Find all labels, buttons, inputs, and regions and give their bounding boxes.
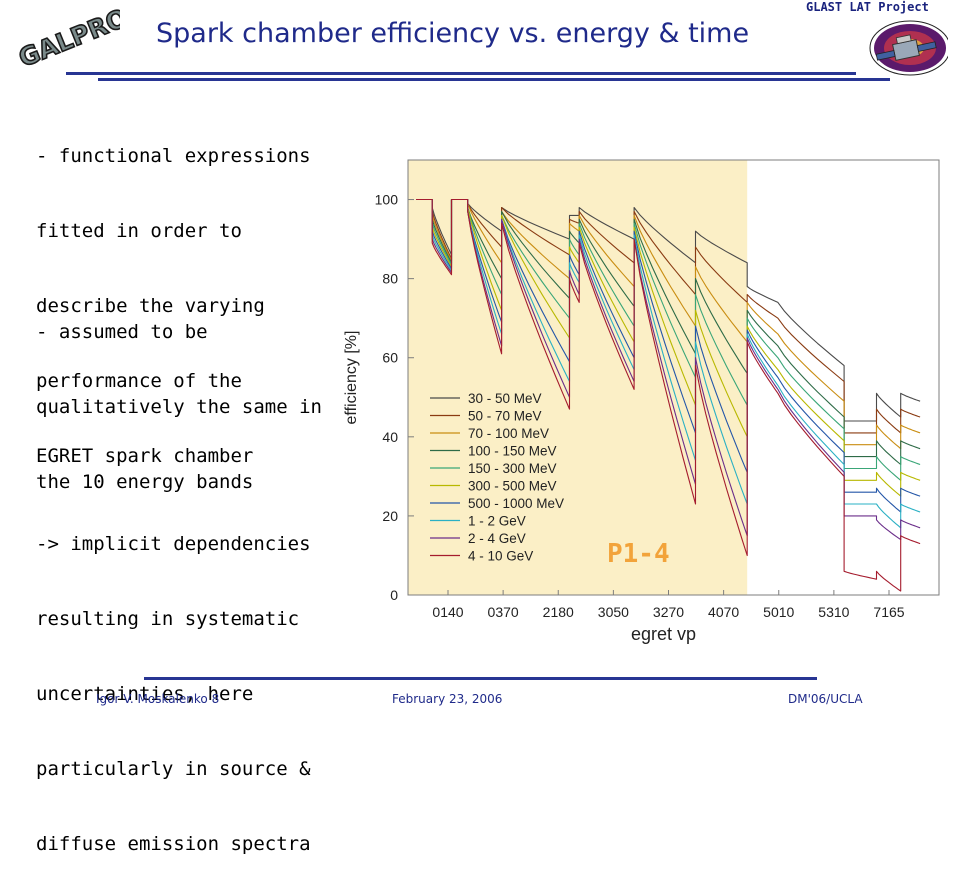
bullet-line: performance of the	[36, 370, 242, 392]
title-rule-bottom	[98, 78, 890, 81]
galprop-logo: GALPROP	[14, 8, 120, 68]
footer-date: February 23, 2006	[392, 692, 503, 706]
legend-label: 1 - 2 GeV	[468, 514, 526, 529]
title-rule-top	[66, 72, 856, 75]
legend-label: 150 - 300 MeV	[468, 461, 557, 476]
legend-label: 2 - 4 GeV	[468, 531, 526, 546]
x-tick-label: 4070	[708, 604, 739, 620]
x-tick-label: 5010	[763, 604, 794, 620]
period-annotation: P1-4	[607, 539, 670, 569]
x-tick-label: 3270	[653, 604, 684, 620]
legend-label: 70 - 100 MeV	[468, 426, 549, 441]
legend-label: 300 - 500 MeV	[468, 479, 557, 494]
footer-author: Igor V. Moskalenko 8	[96, 692, 220, 706]
shaded-period-region	[408, 160, 748, 595]
x-tick-label: 2180	[543, 604, 574, 620]
x-axis-label: egret vp	[631, 624, 696, 644]
bullet-functional: - functional expressions fitted in order…	[36, 94, 311, 494]
bullet-line: describe the varying	[36, 295, 265, 317]
legend-label: 500 - 1000 MeV	[468, 496, 564, 511]
bullet-line: fitted in order to	[36, 220, 242, 242]
bullet-line: - assumed to be	[36, 321, 208, 343]
bullet-line: resulting in systematic	[36, 608, 300, 630]
bullet-implicit: -> implicit dependencies resulting in sy…	[36, 482, 311, 882]
y-tick-label: 100	[375, 192, 399, 208]
y-tick-label: 80	[382, 271, 398, 287]
legend-label: 4 - 10 GeV	[468, 549, 533, 564]
bullet-line: -> implicit dependencies	[36, 533, 311, 555]
bullet-assumed: - assumed to be qualitatively the same i…	[36, 270, 322, 520]
legend-label: 50 - 70 MeV	[468, 409, 542, 424]
x-tick-label: 3050	[598, 604, 629, 620]
efficiency-chart: 0 20 40 60 80 100 0140 0370 2180 3050 3270 4070 5010…	[343, 159, 940, 644]
x-tick-label: 7165	[873, 604, 904, 620]
page-title: Spark chamber efficiency vs. energy & ti…	[156, 18, 750, 49]
y-tick-label: 0	[390, 587, 398, 603]
bullet-line: diffuse emission spectra	[36, 833, 311, 855]
y-tick-label: 40	[382, 429, 398, 445]
series-line-9	[416, 198, 921, 592]
project-label: GLAST LAT Project	[806, 0, 929, 14]
legend-label: 30 - 50 MeV	[468, 391, 542, 406]
bullet-line: qualitatively the same in	[36, 396, 322, 418]
bullet-line: particularly in source &	[36, 758, 311, 780]
svg-text:GALPROP: GALPROP	[15, 8, 120, 68]
y-tick-label: 20	[382, 508, 398, 524]
y-axis-label: efficiency [%]	[343, 331, 360, 425]
y-tick-label: 60	[382, 350, 398, 366]
x-tick-label: 0140	[432, 604, 463, 620]
legend-label: 100 - 150 MeV	[468, 444, 557, 459]
bullet-line: uncertainties, here	[36, 683, 254, 705]
bullet-line: - functional expressions	[36, 145, 311, 167]
x-tick-label: 5310	[818, 604, 849, 620]
footer-rule	[144, 677, 817, 680]
bullet-line: the 10 energy bands	[36, 471, 254, 493]
footer-venue: DM'06/UCLA	[788, 692, 863, 706]
plot-frame	[407, 159, 940, 596]
bullet-line: EGRET spark chamber	[36, 445, 254, 467]
x-tick-label: 0370	[488, 604, 519, 620]
glast-satellite-icon	[869, 20, 948, 76]
